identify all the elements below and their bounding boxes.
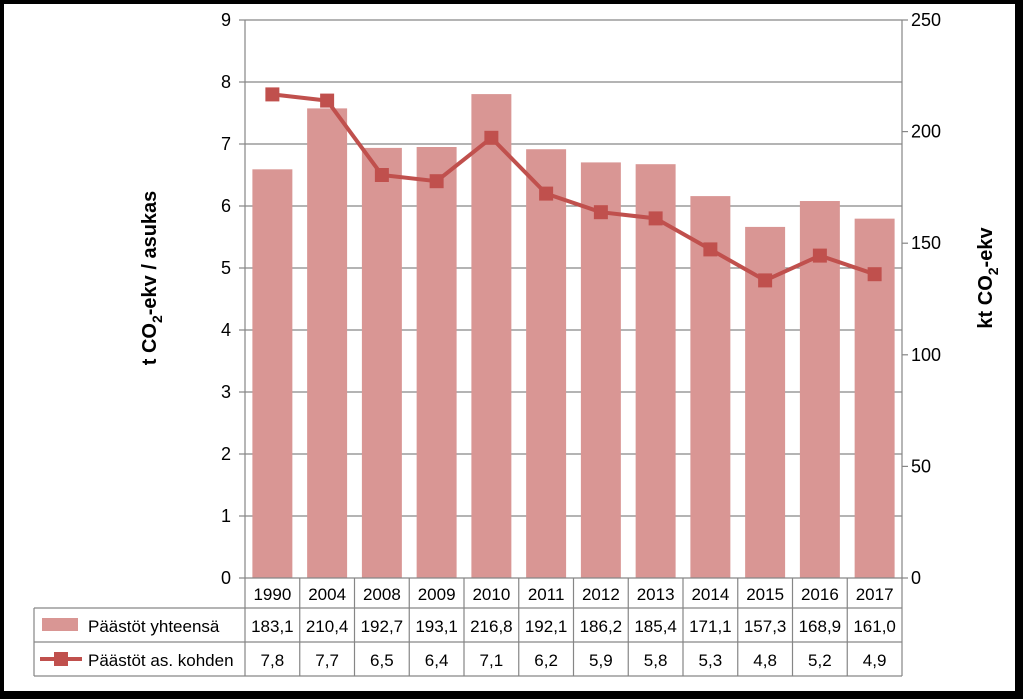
legend-label-line: Päästöt as. kohden	[88, 651, 234, 670]
y-left-tick-label: 5	[221, 258, 231, 278]
table-line-value: 6,5	[370, 651, 394, 670]
table-bar-value: 210,4	[306, 617, 349, 636]
y-left-tick-label: 4	[221, 320, 231, 340]
legend-key-bar	[42, 618, 78, 631]
y-axis-left-title-rest: -ekv / asukas	[139, 191, 161, 316]
y-left-tick-label: 1	[221, 506, 231, 526]
x-category-label: 1990	[253, 585, 291, 604]
y-axis-right-title-sub: 2	[985, 267, 1001, 275]
x-category-label: 2016	[801, 585, 839, 604]
y-right-tick-label: 250	[911, 10, 941, 30]
line-series	[265, 87, 882, 288]
y-left-tick-label: 3	[221, 382, 231, 402]
y-left-tick-label: 7	[221, 134, 231, 154]
bar	[580, 162, 621, 578]
line-marker	[812, 248, 827, 263]
table-bar-value: 171,1	[689, 617, 732, 636]
y-axis-left-title-sub: 2	[149, 315, 165, 323]
bar	[799, 201, 840, 578]
table-line-value: 5,3	[699, 651, 723, 670]
axes: 0 1 2 3 4 5 6 7 8 9 0 50 100 150 200 250	[221, 10, 941, 588]
table-line-value: 7,7	[315, 651, 339, 670]
y-right-tick-label: 50	[911, 456, 931, 476]
x-category-label: 2017	[856, 585, 894, 604]
bar	[471, 94, 512, 578]
line-marker	[484, 130, 499, 145]
data-table: 1990 2004 2008 2009 2010 2011 2012 2013 2014 2015…	[33, 578, 903, 677]
table-bar-value: 185,4	[634, 617, 677, 636]
y-left-tick-label: 8	[221, 72, 231, 92]
y-axis-left-title-main: t CO	[139, 323, 161, 365]
line-marker	[648, 211, 663, 226]
legend-label-bars: Päästöt yhteensä	[88, 617, 220, 636]
bar	[307, 108, 348, 578]
line-marker	[539, 186, 554, 201]
line-marker	[374, 168, 389, 182]
y-left-tick-label: 0	[221, 568, 231, 588]
table-line-value: 4,8	[753, 651, 777, 670]
x-category-label: 2012	[582, 585, 620, 604]
y-right-tick-label: 150	[911, 233, 941, 253]
table-line-value: 7,1	[480, 651, 504, 670]
y-right-tick-label: 100	[911, 345, 941, 365]
table-line-value: 6,4	[425, 651, 449, 670]
y-axis-right-title-main: kt CO	[975, 275, 997, 328]
x-category-label: 2011	[528, 585, 565, 604]
x-category-label: 2004	[308, 585, 346, 604]
y-left-tick-label: 6	[221, 196, 231, 216]
y-right-tick-label: 0	[911, 568, 921, 588]
table-line-value: 5,9	[589, 651, 613, 670]
table-bar-value: 161,0	[853, 617, 896, 636]
x-category-label: 2015	[746, 585, 784, 604]
gridlines	[245, 19, 902, 517]
y-left-tick-label: 2	[221, 444, 231, 464]
bar	[526, 149, 567, 579]
bar	[361, 147, 402, 578]
line-marker	[758, 273, 773, 288]
x-category-label: 2014	[691, 585, 729, 604]
table-bar-value: 183,1	[251, 617, 294, 636]
table-bar-value: 168,9	[799, 617, 842, 636]
line-marker	[429, 174, 444, 189]
table-line-value: 5,8	[644, 651, 668, 670]
y-axis-right-title-rest: -ekv	[975, 227, 997, 268]
y-axis-left-title: t CO2-ekv / asukas	[139, 191, 165, 366]
table-bar-value: 216,8	[470, 617, 513, 636]
table-line-value: 7,8	[261, 651, 285, 670]
table-line-value: 4,9	[863, 651, 887, 670]
table-line-value: 6,2	[534, 651, 558, 670]
legend-key-marker	[54, 652, 68, 666]
x-category-label: 2010	[472, 585, 510, 604]
bar	[252, 169, 293, 578]
table-line-value: 5,2	[808, 651, 832, 670]
chart-frame: 0 1 2 3 4 5 6 7 8 9 0 50 100 150 200 250 1990 2004 2008 20…	[4, 4, 1015, 691]
table-bar-value: 186,2	[580, 617, 623, 636]
x-category-label: 2008	[363, 585, 401, 604]
line-marker	[867, 267, 882, 282]
bar-series	[252, 94, 895, 579]
bar	[416, 147, 457, 578]
table-bar-value: 192,7	[361, 617, 404, 636]
line-marker	[593, 205, 608, 220]
line-marker	[320, 93, 335, 108]
bar	[690, 196, 731, 578]
x-category-label: 2009	[418, 585, 456, 604]
x-category-label: 2013	[637, 585, 675, 604]
line-marker	[703, 242, 718, 257]
line-marker	[265, 87, 280, 102]
bar	[635, 164, 676, 578]
table-bar-value: 192,1	[525, 617, 568, 636]
table-bar-value: 157,3	[744, 617, 787, 636]
y-axis-right-title: kt CO2-ekv	[975, 227, 1001, 329]
y-left-tick-label: 9	[221, 10, 231, 30]
table-bar-value: 193,1	[415, 617, 458, 636]
y-right-tick-label: 200	[911, 122, 941, 142]
line-path	[272, 92, 876, 283]
